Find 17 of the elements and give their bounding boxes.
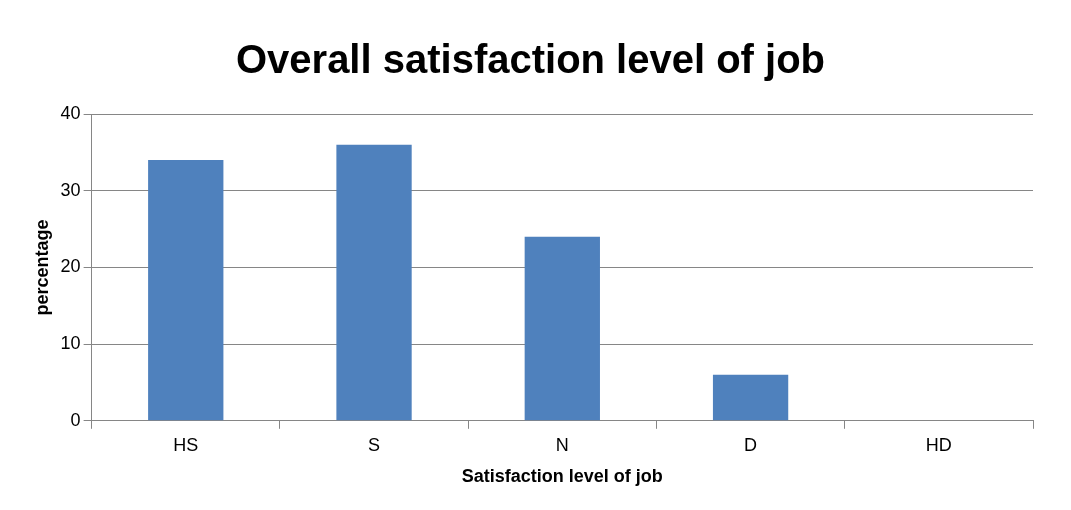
bar: [148, 160, 224, 421]
x-tick-label: HD: [925, 434, 952, 455]
x-tick-label: D: [744, 434, 758, 455]
bar: [712, 374, 789, 421]
y-tick-label: 20: [60, 256, 81, 277]
bar: [524, 236, 600, 421]
y-tick-label: 10: [60, 333, 81, 354]
bar: [336, 144, 412, 421]
y-tick-label: 0: [70, 409, 81, 430]
y-tick-label: 40: [60, 102, 81, 123]
y-tick-label: 30: [60, 179, 81, 200]
y-axis-title: percentage: [31, 219, 52, 316]
x-tick-label: HS: [173, 434, 199, 455]
x-tick-label: S: [368, 434, 381, 455]
chart-title: Overall satisfaction level of job: [235, 37, 826, 82]
x-tick-label: N: [555, 434, 569, 455]
x-axis-title: Satisfaction level of job: [461, 466, 663, 487]
